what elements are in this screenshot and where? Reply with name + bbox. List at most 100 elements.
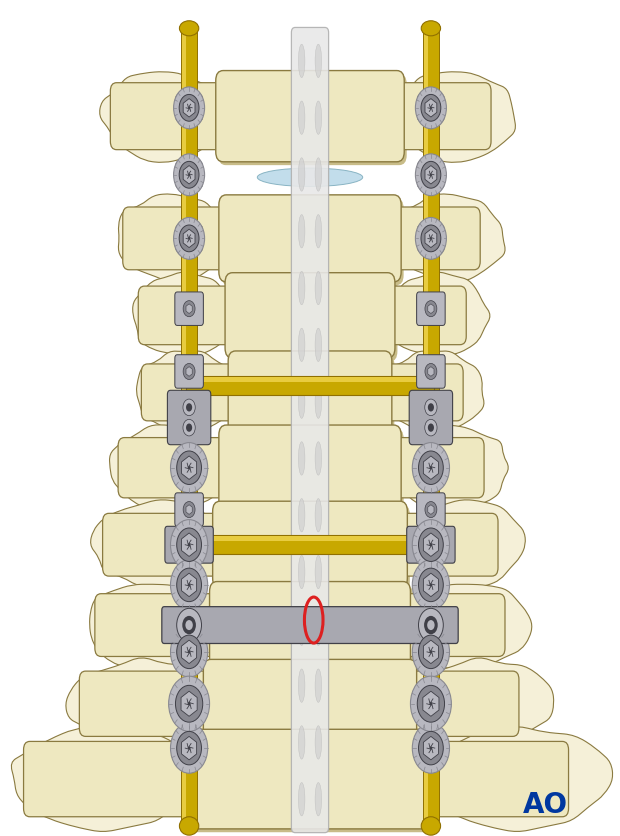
Circle shape bbox=[183, 420, 195, 436]
Circle shape bbox=[174, 88, 205, 130]
Polygon shape bbox=[423, 573, 438, 597]
Polygon shape bbox=[182, 456, 197, 480]
Ellipse shape bbox=[267, 576, 353, 594]
PathPatch shape bbox=[392, 73, 515, 163]
FancyBboxPatch shape bbox=[167, 391, 211, 446]
Circle shape bbox=[417, 686, 445, 722]
FancyBboxPatch shape bbox=[215, 505, 410, 592]
Ellipse shape bbox=[315, 329, 322, 362]
Circle shape bbox=[183, 364, 195, 380]
Polygon shape bbox=[186, 304, 192, 314]
Circle shape bbox=[179, 162, 199, 189]
Circle shape bbox=[183, 301, 195, 318]
Circle shape bbox=[188, 702, 190, 706]
Bar bbox=[183, 618, 437, 622]
FancyBboxPatch shape bbox=[102, 513, 223, 577]
Bar bbox=[183, 617, 437, 634]
PathPatch shape bbox=[11, 726, 198, 832]
FancyBboxPatch shape bbox=[225, 273, 395, 359]
PathPatch shape bbox=[403, 658, 554, 746]
Polygon shape bbox=[423, 737, 438, 760]
PathPatch shape bbox=[136, 352, 236, 434]
FancyBboxPatch shape bbox=[418, 736, 444, 761]
Circle shape bbox=[179, 226, 199, 252]
FancyBboxPatch shape bbox=[175, 293, 203, 326]
Polygon shape bbox=[423, 533, 438, 557]
Circle shape bbox=[170, 560, 208, 610]
Circle shape bbox=[186, 424, 192, 432]
Circle shape bbox=[430, 747, 432, 750]
Ellipse shape bbox=[298, 726, 305, 759]
Ellipse shape bbox=[315, 385, 322, 419]
Circle shape bbox=[421, 226, 441, 252]
Circle shape bbox=[412, 560, 450, 610]
FancyBboxPatch shape bbox=[162, 607, 458, 644]
FancyBboxPatch shape bbox=[218, 75, 407, 166]
FancyBboxPatch shape bbox=[213, 502, 407, 589]
Ellipse shape bbox=[267, 421, 353, 440]
Circle shape bbox=[418, 732, 443, 765]
Ellipse shape bbox=[298, 442, 305, 476]
FancyBboxPatch shape bbox=[165, 527, 213, 563]
FancyBboxPatch shape bbox=[418, 95, 444, 122]
Circle shape bbox=[188, 237, 190, 241]
Circle shape bbox=[188, 650, 190, 654]
Circle shape bbox=[425, 420, 437, 436]
Circle shape bbox=[425, 544, 436, 559]
Circle shape bbox=[430, 584, 432, 587]
Polygon shape bbox=[181, 691, 197, 716]
Ellipse shape bbox=[298, 499, 305, 533]
Polygon shape bbox=[428, 304, 434, 314]
FancyBboxPatch shape bbox=[367, 287, 466, 345]
FancyBboxPatch shape bbox=[418, 572, 444, 599]
Circle shape bbox=[430, 174, 432, 177]
FancyBboxPatch shape bbox=[176, 736, 202, 761]
Circle shape bbox=[430, 237, 432, 241]
FancyBboxPatch shape bbox=[95, 594, 220, 657]
Circle shape bbox=[175, 686, 203, 722]
FancyBboxPatch shape bbox=[176, 572, 202, 599]
PathPatch shape bbox=[395, 195, 505, 283]
Circle shape bbox=[186, 404, 192, 412]
Ellipse shape bbox=[257, 169, 363, 187]
Circle shape bbox=[177, 528, 202, 562]
Ellipse shape bbox=[179, 817, 199, 835]
FancyBboxPatch shape bbox=[291, 28, 329, 833]
Circle shape bbox=[412, 627, 450, 677]
Bar bbox=[182, 25, 186, 828]
PathPatch shape bbox=[91, 500, 221, 587]
PathPatch shape bbox=[394, 500, 525, 587]
Circle shape bbox=[188, 174, 190, 177]
Circle shape bbox=[421, 95, 441, 122]
FancyBboxPatch shape bbox=[176, 95, 202, 122]
Circle shape bbox=[179, 95, 199, 122]
FancyBboxPatch shape bbox=[212, 585, 413, 672]
Polygon shape bbox=[423, 456, 438, 480]
FancyBboxPatch shape bbox=[175, 358, 203, 386]
Ellipse shape bbox=[421, 22, 441, 37]
FancyBboxPatch shape bbox=[417, 355, 445, 389]
Circle shape bbox=[185, 620, 193, 630]
Circle shape bbox=[428, 424, 434, 432]
FancyBboxPatch shape bbox=[372, 208, 480, 271]
Circle shape bbox=[170, 627, 208, 677]
FancyBboxPatch shape bbox=[176, 639, 202, 665]
FancyBboxPatch shape bbox=[123, 208, 231, 271]
Circle shape bbox=[170, 520, 208, 570]
Ellipse shape bbox=[260, 268, 360, 287]
Polygon shape bbox=[182, 640, 197, 664]
Circle shape bbox=[177, 568, 202, 602]
PathPatch shape bbox=[133, 273, 236, 355]
Ellipse shape bbox=[298, 216, 305, 248]
Ellipse shape bbox=[315, 102, 322, 135]
PathPatch shape bbox=[387, 273, 490, 355]
FancyBboxPatch shape bbox=[175, 355, 203, 389]
Circle shape bbox=[430, 702, 432, 706]
FancyBboxPatch shape bbox=[175, 493, 203, 527]
FancyBboxPatch shape bbox=[372, 438, 484, 498]
PathPatch shape bbox=[118, 195, 229, 283]
FancyBboxPatch shape bbox=[187, 732, 438, 833]
Circle shape bbox=[427, 620, 435, 630]
PathPatch shape bbox=[100, 73, 223, 163]
Ellipse shape bbox=[315, 613, 322, 645]
